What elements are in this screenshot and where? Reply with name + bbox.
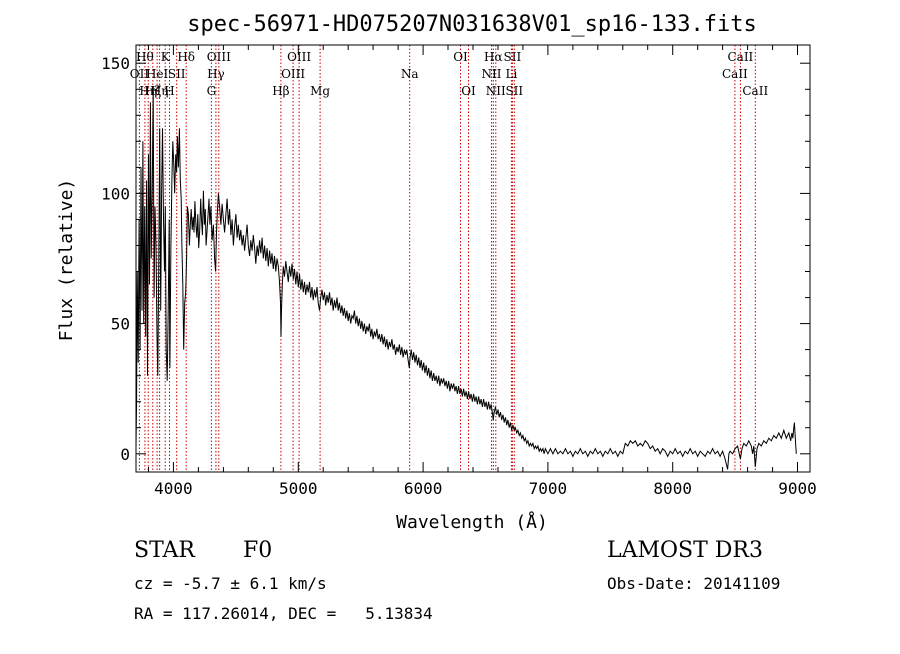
y-tick-label: 100 [101,184,130,203]
line-marker-label: SII [168,67,186,81]
chart-title: spec-56971-HD075207N031638V01_sp16-133.f… [187,12,757,37]
line-marker-label: OI [461,84,476,98]
object-subclass: F0 [243,538,273,563]
line-marker-label: Li [505,67,517,81]
x-tick-label: 8000 [653,479,692,498]
line-marker-label: Hγ [207,67,225,81]
line-marker-label: Hθ [136,50,154,64]
spectrum-line [135,89,797,470]
line-marker-label: Hδ [177,50,195,64]
line-marker-label: CaII [742,84,768,98]
line-marker-label: OIII [207,50,231,64]
line-marker-label: Hα [484,50,503,64]
line-marker-label: NII [482,67,502,81]
line-marker-label: H [164,84,174,98]
x-tick-label: 9000 [778,479,817,498]
y-tick-label: 0 [120,445,130,464]
line-marker-label: OII [130,67,150,81]
radec-text: RA = 117.26014, DEC = 5.13834 [134,604,433,623]
redshift-text: cz = -5.7 ± 6.1 km/s [134,574,327,593]
line-marker-label: HeI [146,67,169,81]
survey-name: LAMOST DR3 [607,538,763,563]
line-marker-label: CaII [722,67,748,81]
line-marker-label: OI [453,50,468,64]
line-marker-label: OIII [287,50,311,64]
line-marker-label: CaII [727,50,753,64]
x-axis-label: Wavelength (Å) [396,511,548,533]
y-axis-label: Flux (relative) [56,179,77,342]
plot-frame [135,44,811,473]
x-tick-label: 7000 [529,479,568,498]
line-marker-label: Mg [310,84,330,98]
line-marker-label: K [161,50,171,64]
line-marker-label: NII [486,84,506,98]
line-marker-label: Hη [139,84,157,98]
line-marker-label: SII [504,50,522,64]
object-class: STAR [134,538,195,563]
y-tick-label: 150 [101,54,130,73]
x-tick-label: 6000 [404,479,443,498]
line-marker-label: Hβ [272,84,289,98]
line-marker-label: G [207,84,217,98]
obs-date-text: Obs-Date: 20141109 [607,574,781,593]
line-marker-label: SII [505,84,523,98]
x-tick-label: 5000 [279,479,318,498]
line-marker-label: OIII [281,67,305,81]
y-tick-label: 50 [111,315,130,334]
x-tick-label: 4000 [154,479,193,498]
line-marker-label: Hη [151,84,169,98]
line-marker-label: Na [401,67,419,81]
